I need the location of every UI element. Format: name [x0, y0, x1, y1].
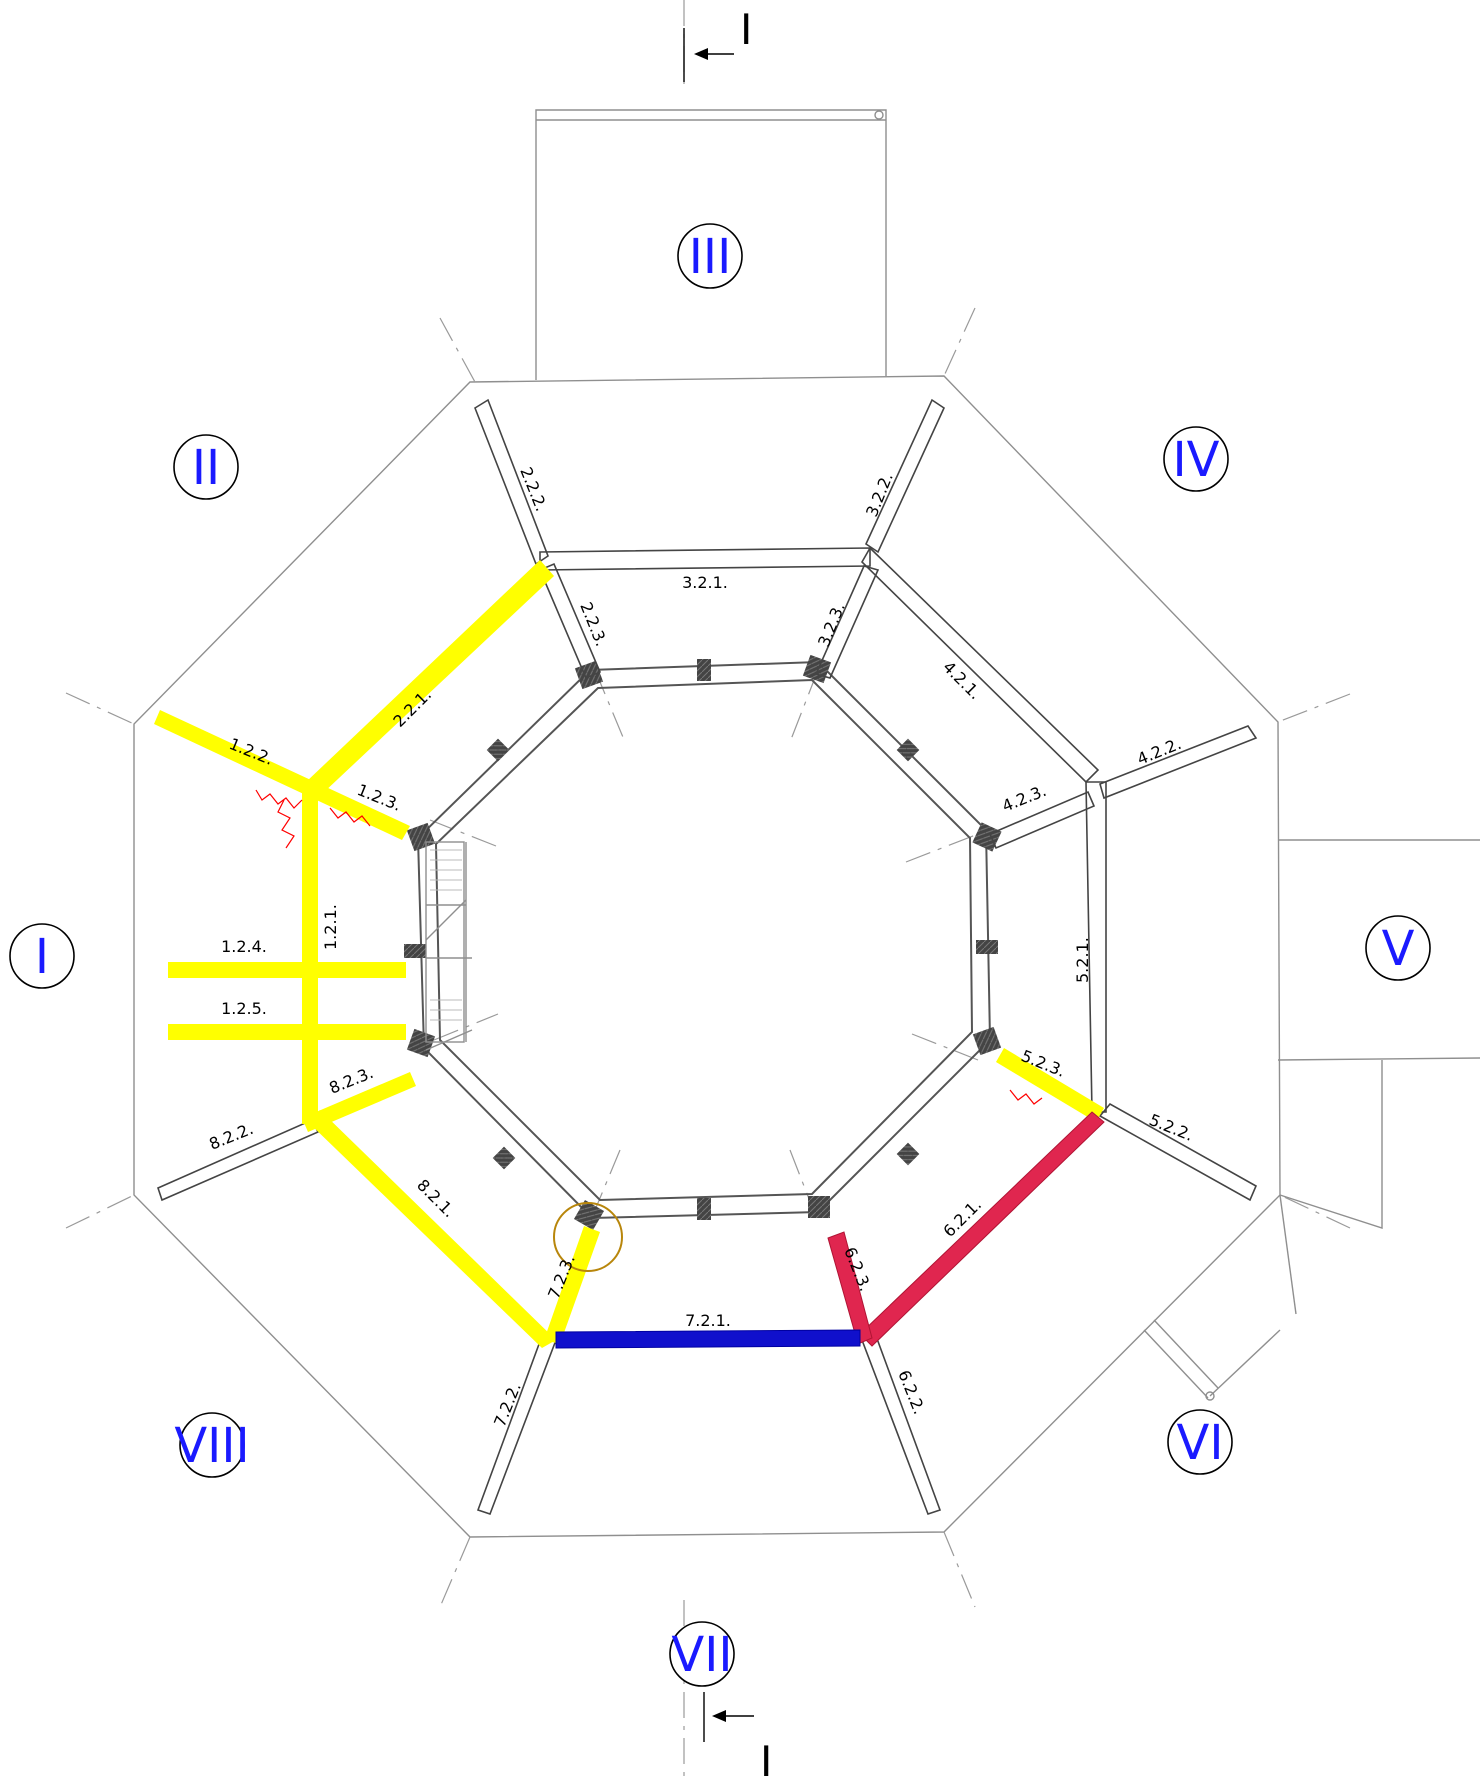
sector-IV: IV: [1163, 426, 1229, 492]
blue-beams: [555, 1329, 861, 1349]
beam-2-2-1: [306, 560, 554, 794]
radial-axes: [65, 0, 1351, 1782]
label-3-2-1: 3.2.1.: [682, 573, 728, 592]
beam-6-2-3: [827, 1231, 873, 1345]
beam-6-2-1: [859, 1111, 1105, 1347]
svg-text:III: III: [689, 229, 731, 285]
label-7-2-1: 7.2.1.: [685, 1311, 731, 1330]
svg-text:II: II: [192, 440, 220, 496]
label-1-2-4: 1.2.4.: [221, 937, 267, 956]
svg-text:I: I: [35, 929, 49, 985]
label-5-2-1: 5.2.1.: [1073, 937, 1092, 983]
beam-labels: 3.2.1. 2.2.2. 2.2.3. 3.2.2. 3.2.3. 4.2.1…: [206, 464, 1196, 1429]
sector-VIII: VIII: [174, 1412, 250, 1478]
beam-7-2-1: [555, 1329, 861, 1349]
svg-text:V: V: [1382, 921, 1415, 977]
beam-7-2-3: [544, 1226, 600, 1344]
section-label-top: I: [740, 5, 752, 54]
label-4-2-1: 4.2.1.: [939, 657, 985, 703]
beam-8-2-1: [308, 1110, 556, 1348]
svg-text:VI: VI: [1177, 1415, 1224, 1471]
label-3-2-2: 3.2.2.: [862, 470, 897, 520]
label-1-2-1: 1.2.1.: [321, 904, 340, 950]
sector-VII: VII: [669, 1621, 735, 1687]
red-beams: [827, 1111, 1105, 1347]
svg-text:VIII: VIII: [174, 1418, 249, 1474]
section-cut-top: I: [683, 5, 752, 82]
beam-1-2-4: [168, 962, 406, 978]
sector-III: III: [677, 223, 743, 289]
svg-text:VII: VII: [671, 1627, 732, 1683]
label-5-2-2: 5.2.2.: [1147, 1110, 1197, 1145]
label-2-2-3: 2.2.3.: [576, 599, 611, 649]
label-4-2-2: 4.2.2.: [1134, 734, 1184, 769]
section-cut-bottom: I: [703, 1692, 772, 1782]
label-6-2-2: 6.2.2.: [894, 1367, 929, 1417]
sector-VI: VI: [1167, 1409, 1233, 1475]
sector-II: II: [173, 434, 239, 500]
staircase: [425, 841, 473, 1051]
beam-1-2-5: [168, 1024, 406, 1040]
beam-1-2-1: [302, 788, 318, 1124]
beam-5-2-3: [996, 1048, 1104, 1122]
sector-markers: I II III IV V VI VII VIII: [9, 223, 1431, 1687]
svg-text:IV: IV: [1173, 432, 1220, 488]
yellow-beams: [154, 560, 1104, 1348]
crack-marks: [255, 789, 1043, 1105]
inner-octagon-ring: [404, 654, 1002, 1231]
annex-north: [535, 109, 887, 380]
label-1-2-5: 1.2.5.: [221, 999, 267, 1018]
beam-8-2-3: [302, 1072, 416, 1132]
annex-east: [1277, 839, 1480, 1061]
marker-circle: [553, 1202, 623, 1272]
section-label-bottom: I: [760, 1737, 772, 1782]
label-4-2-3: 4.2.3.: [999, 781, 1049, 816]
label-3-2-3: 3.2.3.: [814, 600, 849, 650]
sector-I: I: [9, 923, 75, 989]
beam-1-2-2: [154, 710, 410, 840]
label-7-2-2: 7.2.2.: [490, 1380, 525, 1430]
sector-V: V: [1365, 915, 1431, 981]
annex-southeast: [1143, 1060, 1383, 1401]
